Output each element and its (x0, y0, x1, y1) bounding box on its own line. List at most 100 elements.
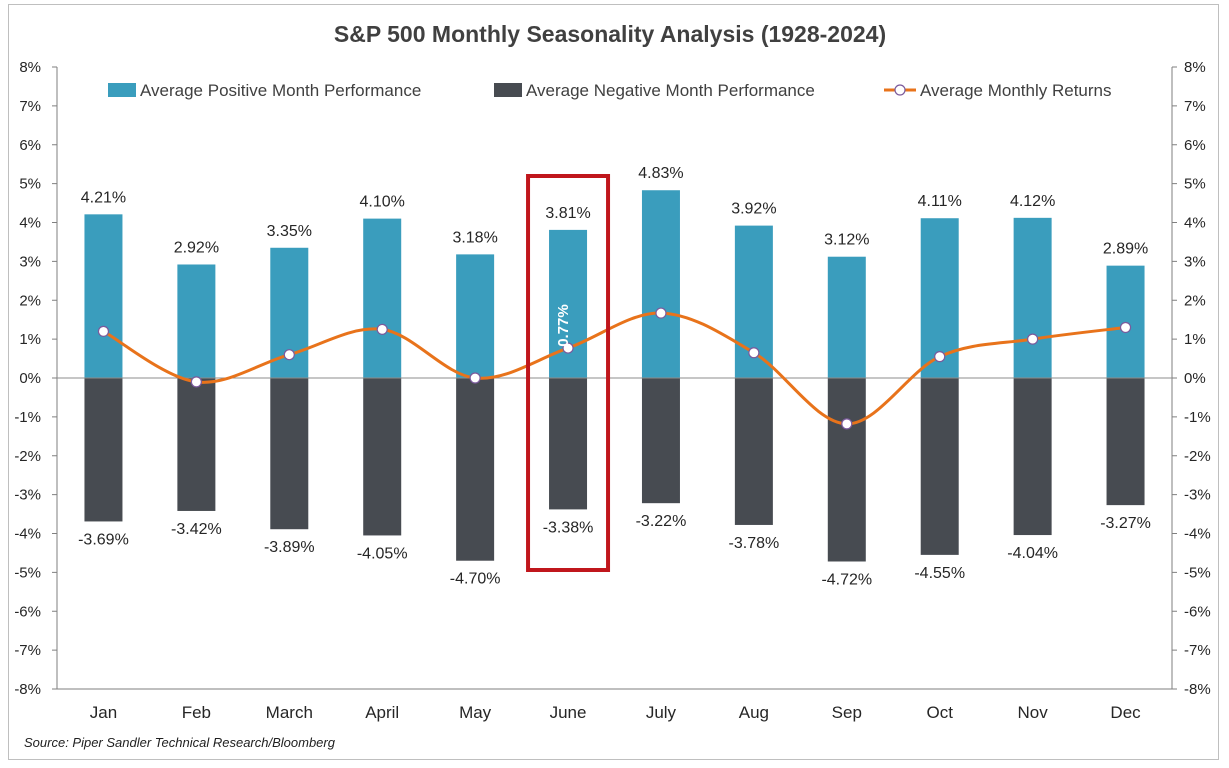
average-returns-line (97, 307, 1132, 430)
y-tick-label-left: 3% (19, 253, 41, 270)
y-tick-label-right: -6% (1184, 603, 1211, 620)
data-label-negative: -3.69% (78, 531, 129, 548)
bar-negative (456, 378, 495, 561)
y-tick-label-right: -1% (1184, 409, 1211, 426)
bar-data-labels: 4.21% -3.69% 2.92% -3.42% 3.35% -3.89% 4.10% -4… (78, 165, 1151, 588)
data-label-negative: -3.22% (636, 513, 687, 530)
bar-negative (641, 378, 680, 504)
x-category-label: June (550, 703, 587, 722)
data-label-negative: -4.04% (1007, 545, 1058, 562)
bar-positive (177, 264, 216, 378)
bar-negative (827, 378, 866, 562)
y-tick-label-right: 5% (1184, 176, 1206, 193)
data-label-negative: -4.05% (357, 545, 408, 562)
y-tick-label-left: -1% (14, 409, 41, 426)
average-returns-point (97, 325, 110, 337)
y-tick-label-right: 2% (1184, 292, 1206, 309)
average-returns-point (190, 376, 202, 388)
y-tick-label-right: -3% (1184, 487, 1211, 504)
y-tick-label-right: -5% (1184, 564, 1211, 581)
data-label-positive: 3.12% (824, 232, 869, 249)
y-tick-label-left: -7% (14, 642, 41, 659)
data-label-negative: -4.72% (821, 571, 872, 588)
y-tick-label-right: 6% (1184, 137, 1206, 154)
y-tick-label-left: 7% (19, 98, 41, 115)
y-tick-label-left: -3% (14, 487, 41, 504)
source-note: Source: Piper Sandler Technical Research… (24, 735, 336, 750)
june-highlight: 0.77% (526, 174, 611, 572)
legend-label-positive: Average Positive Month Performance (140, 81, 421, 100)
bar-negative (1106, 378, 1145, 506)
bar-negative (734, 378, 773, 525)
average-returns-point (841, 418, 853, 430)
y-tick-label-right: 3% (1184, 253, 1206, 270)
bar-positive (1106, 265, 1145, 378)
y-tick-label-left: 5% (19, 176, 41, 193)
data-label-positive: 3.92% (731, 201, 776, 218)
average-returns-point (934, 351, 946, 363)
bar-positive (1013, 217, 1052, 378)
y-tick-label-right: 0% (1184, 370, 1206, 387)
legend-marker-line (894, 84, 906, 96)
x-category-label: April (365, 703, 399, 722)
y-tick-label-left: 1% (19, 331, 41, 348)
average-returns-point (748, 347, 760, 359)
x-category-label: Feb (182, 703, 211, 722)
data-label-positive: 3.18% (452, 229, 497, 246)
data-label-negative: -3.89% (264, 539, 315, 556)
data-label-positive: 3.35% (267, 223, 312, 240)
x-category-label: Sep (832, 703, 862, 722)
legend-label-negative: Average Negative Month Performance (526, 81, 815, 100)
data-label-negative: -4.55% (914, 565, 965, 582)
y-tick-label-right: 8% (1184, 59, 1206, 76)
average-returns-point (469, 372, 481, 384)
y-tick-label-left: -5% (14, 564, 41, 581)
y-tick-label-right: -2% (1184, 448, 1211, 465)
x-category-label: Nov (1018, 703, 1049, 722)
data-label-negative: -3.38% (543, 519, 594, 536)
average-returns-point (376, 323, 388, 336)
y-tick-label-right: -4% (1184, 526, 1211, 543)
x-category-label: March (266, 703, 313, 722)
y-tick-label-left: 2% (19, 292, 41, 309)
y-tick-label-left: -2% (14, 448, 41, 465)
y-tick-label-right: 4% (1184, 215, 1206, 232)
data-label-positive: 4.10% (360, 194, 405, 211)
bar-negative (1013, 378, 1052, 536)
data-label-positive: 2.89% (1103, 241, 1148, 258)
data-label-positive: 4.83% (638, 165, 683, 182)
x-axis-categories: Jan Feb March April May June July Aug Sep Oct Nov D… (90, 703, 1141, 722)
average-returns-path (102, 311, 1126, 426)
legend-label-line: Average Monthly Returns (920, 81, 1112, 100)
x-category-label: Oct (926, 703, 953, 722)
data-label-positive: 4.12% (1010, 193, 1055, 210)
y-tick-label-left: 4% (19, 215, 41, 232)
y-tick-label-left: 8% (19, 59, 41, 76)
x-category-label: Jan (90, 703, 117, 722)
bar-positive (827, 256, 866, 378)
chart-legend: Average Positive Month Performance Avera… (108, 81, 1112, 100)
y-tick-label-right: 7% (1184, 98, 1206, 115)
average-returns-point (1027, 333, 1039, 345)
y-tick-label-right: -7% (1184, 642, 1211, 659)
bar-negative (177, 378, 216, 511)
bar-negative (84, 378, 123, 522)
bar-positive (641, 190, 680, 378)
x-category-label: Aug (739, 703, 769, 722)
bar-negative (363, 378, 402, 536)
highlight-value-label: 0.77% (555, 304, 572, 347)
data-label-positive: 2.92% (174, 239, 219, 256)
bar-positive (84, 214, 123, 378)
bar-negative (920, 378, 959, 555)
x-category-label: July (646, 703, 677, 722)
data-label-positive: 4.11% (918, 193, 962, 210)
y-tick-label-right: 1% (1184, 331, 1206, 348)
highlight-box (526, 174, 611, 572)
data-label-negative: -3.42% (171, 521, 222, 538)
y-tick-label-left: -8% (14, 681, 41, 698)
y-tick-label-left: 6% (19, 137, 41, 154)
bar-negative (270, 378, 309, 530)
data-label-positive: 3.81% (545, 205, 590, 222)
chart-title: S&P 500 Monthly Seasonality Analysis (19… (334, 21, 886, 47)
